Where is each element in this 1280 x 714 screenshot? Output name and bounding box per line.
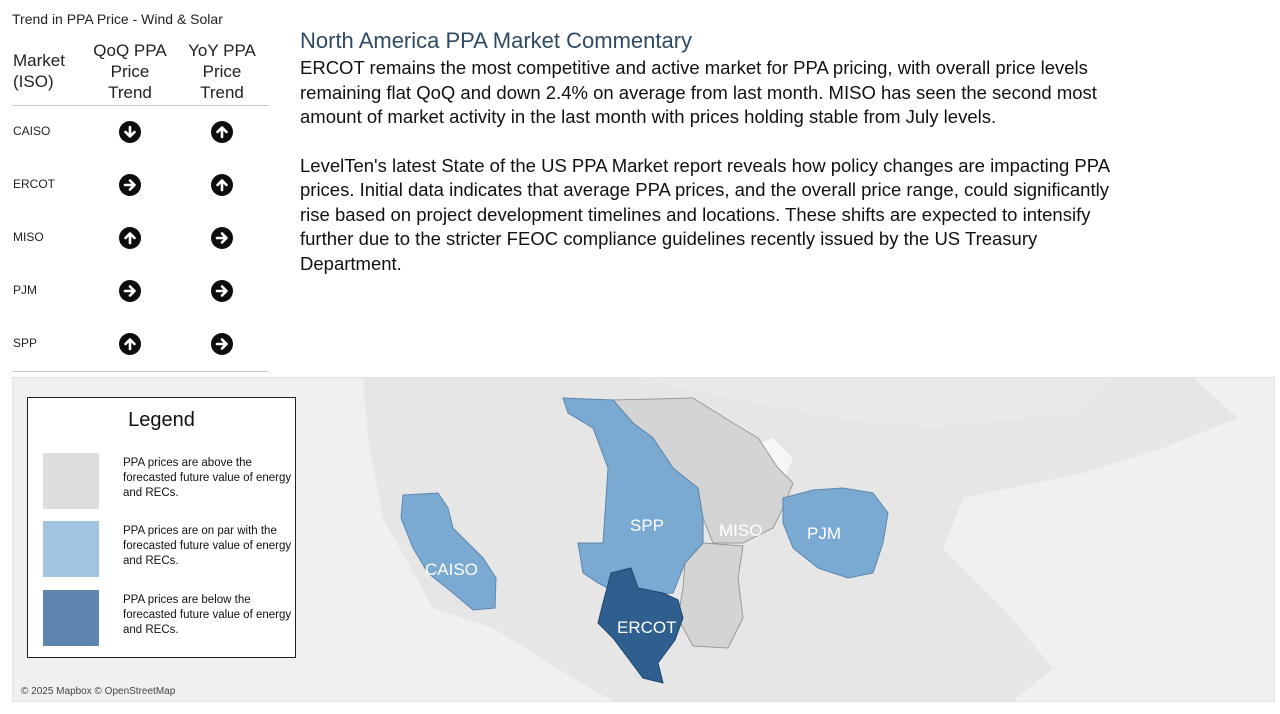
- map-label-pjm: PJM: [807, 524, 841, 543]
- commentary-paragraph-1: ERCOT remains the most competitive and a…: [300, 57, 1097, 127]
- arrow-right-circle-icon: [119, 174, 141, 196]
- commentary-title: North America PPA Market Commentary: [300, 28, 693, 53]
- map-label-spp: SPP: [630, 516, 664, 535]
- arrow-right-circle-icon: [211, 227, 233, 249]
- region-caiso: [400, 492, 497, 611]
- region-miso-south: [677, 542, 744, 649]
- header-market: Market (ISO): [13, 51, 65, 91]
- market-name: MISO: [13, 230, 44, 244]
- table-row: ERCOT: [12, 159, 269, 212]
- arrow-down-circle-icon: [119, 121, 141, 143]
- arrow-up-circle-icon: [119, 227, 141, 249]
- map-label-caiso: CAISO: [425, 560, 478, 579]
- map-land-north: [633, 378, 1113, 428]
- map-label-miso: MISO: [719, 521, 762, 540]
- market-name: CAISO: [13, 124, 51, 138]
- legend-swatch: [43, 453, 99, 509]
- legend-swatch: [43, 590, 99, 646]
- trend-table: Market (ISO) QoQ PPA Price Trend YoY PPA…: [12, 38, 269, 372]
- arrow-right-circle-icon: [119, 280, 141, 302]
- region-spp: [562, 397, 704, 597]
- arrow-right-circle-icon: [211, 333, 233, 355]
- map-label-ercot: ERCOT: [617, 618, 677, 637]
- legend-text: PPA prices are on par with the forecaste…: [123, 525, 292, 567]
- market-name: SPP: [13, 336, 38, 350]
- legend-item-below: PPA prices are below the forecasted futu…: [43, 590, 293, 647]
- map-legend: Legend PPA prices are above the forecast…: [27, 397, 296, 658]
- arrow-up-circle-icon: [211, 174, 233, 196]
- region-ercot: [597, 567, 684, 684]
- table-row: CAISO: [12, 106, 269, 159]
- table-row: SPP: [12, 318, 269, 372]
- table-body: CAISO ERCOT MISO PJM SPP: [12, 106, 269, 372]
- table-row: MISO: [12, 212, 269, 265]
- map-attribution[interactable]: © 2025 Mapbox © OpenStreetMap: [21, 686, 176, 697]
- legend-text: PPA prices are below the forecasted futu…: [123, 594, 292, 636]
- iso-map[interactable]: CAISO SPP MISO PJM ERCOT Legend PPA pric…: [12, 377, 1275, 702]
- table-header: Market (ISO) QoQ PPA Price Trend YoY PPA…: [12, 38, 269, 106]
- header-yoy: YoY PPA Price Trend: [188, 41, 256, 102]
- market-commentary: North America PPA Market Commentary ERCO…: [300, 28, 1140, 300]
- arrow-right-circle-icon: [211, 280, 233, 302]
- header-qoq: QoQ PPA Price Trend: [93, 41, 167, 102]
- arrow-up-circle-icon: [211, 121, 233, 143]
- table-row: PJM: [12, 265, 269, 318]
- commentary-paragraph-2: LevelTen's latest State of the US PPA Ma…: [300, 154, 1110, 274]
- legend-title: Legend: [128, 409, 195, 431]
- arrow-up-circle-icon: [119, 333, 141, 355]
- legend-item-above: PPA prices are above the forecasted futu…: [43, 453, 293, 510]
- market-name: PJM: [13, 283, 37, 297]
- map-canvas[interactable]: CAISO SPP MISO PJM ERCOT: [13, 378, 1274, 701]
- legend-text: PPA prices are above the forecasted futu…: [123, 457, 292, 499]
- legend-item-par: PPA prices are on par with the forecaste…: [43, 521, 293, 578]
- legend-swatch: [43, 521, 99, 577]
- region-pjm: [782, 487, 889, 579]
- market-name: ERCOT: [13, 177, 55, 191]
- panel-title: Trend in PPA Price - Wind & Solar: [12, 11, 223, 27]
